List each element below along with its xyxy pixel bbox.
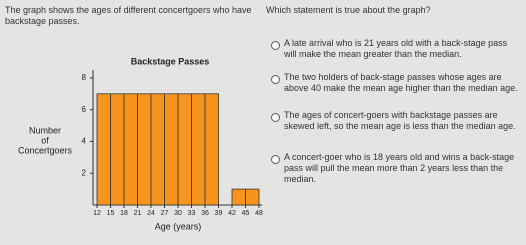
bar: [177, 93, 192, 206]
y-axis-label: of: [41, 135, 49, 145]
x-tick-label: 45: [242, 210, 250, 217]
intro: The graph shows the ages of different co…: [5, 5, 252, 26]
option[interactable]: The two holders of back-stage passes who…: [284, 72, 518, 93]
x-tick-label: 18: [120, 210, 128, 217]
radio[interactable]: [271, 155, 280, 164]
bar: [191, 93, 206, 206]
x-tick-label: 15: [107, 210, 115, 217]
x-tick-label: 36: [201, 210, 209, 217]
option[interactable]: A late arrival who is 21 years old with …: [284, 38, 508, 59]
y-tick-label: 6: [82, 105, 87, 114]
y-tick-label: 8: [82, 73, 87, 82]
radio[interactable]: [271, 113, 280, 122]
x-tick-label: 33: [188, 210, 196, 217]
option[interactable]: A concert-goer who is 18 years old and w…: [284, 152, 515, 184]
bar: [245, 188, 260, 206]
x-tick-label: 27: [161, 210, 169, 217]
bar: [137, 93, 152, 206]
y-tick-label: 2: [82, 168, 87, 177]
chart-title: Backstage Passes: [131, 56, 210, 66]
x-tick-label: 42: [228, 210, 236, 217]
y-axis-label: Number: [29, 125, 61, 135]
chart: Backstage Passes Age (years) Number of C…: [18, 56, 263, 231]
bar: [150, 93, 165, 206]
x-axis-label: Age (years): [155, 221, 202, 231]
bar: [231, 188, 246, 206]
y-tick-label: 4: [82, 137, 87, 146]
x-tick-label: 12: [93, 210, 101, 217]
x-tick-label: 39: [215, 210, 223, 217]
x-tick-label: 30: [174, 210, 182, 217]
bar: [96, 93, 111, 206]
bar: [204, 93, 219, 206]
y-axis-label: Concertgoers: [18, 145, 73, 155]
question: Which statement is true about the graph?: [266, 5, 431, 15]
bar: [164, 93, 179, 206]
x-tick-label: 48: [255, 210, 263, 217]
bar: [123, 93, 138, 206]
radio[interactable]: [271, 75, 280, 84]
radio[interactable]: [271, 41, 280, 50]
bar: [110, 93, 125, 206]
x-tick-label: 21: [134, 210, 142, 217]
x-tick-label: 24: [147, 210, 155, 217]
option[interactable]: The ages of concert-goers with backstage…: [284, 110, 516, 131]
